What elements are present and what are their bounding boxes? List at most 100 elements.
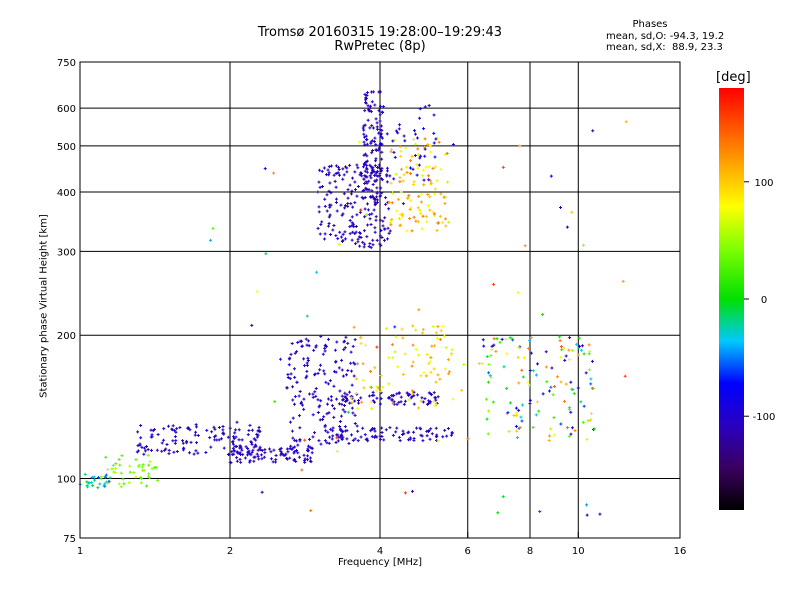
scatter-point	[422, 183, 426, 187]
scatter-point	[98, 482, 102, 486]
scatter-point	[443, 152, 447, 156]
scatter-point	[412, 137, 416, 141]
scatter-point	[306, 458, 310, 462]
scatter-point	[340, 213, 344, 217]
scatter-point	[167, 424, 171, 428]
scatter-point	[306, 454, 310, 458]
scatter-point	[308, 445, 312, 449]
scatter-point	[273, 400, 277, 404]
scatter-point	[289, 444, 293, 448]
scatter-point	[399, 400, 403, 404]
scatter-point	[419, 200, 423, 204]
scatter-point	[576, 353, 580, 357]
scatter-point	[373, 164, 377, 168]
scatter-point	[134, 458, 138, 462]
scatter-point	[326, 402, 330, 406]
scatter-point	[250, 442, 254, 446]
scatter-point	[350, 433, 354, 437]
scatter-point	[204, 450, 208, 454]
scatter-point	[360, 195, 364, 199]
scatter-point	[541, 392, 545, 396]
scatter-point	[504, 387, 508, 391]
scatter-point	[401, 214, 405, 218]
scatter-point	[380, 431, 384, 435]
scatter-point	[444, 217, 448, 221]
scatter-point	[139, 424, 143, 428]
scatter-point	[520, 419, 524, 423]
scatter-point	[485, 417, 489, 421]
scatter-point	[480, 362, 484, 366]
scatter-point	[162, 427, 166, 431]
scatter-point	[418, 107, 422, 111]
scatter-point	[318, 168, 322, 172]
scatter-point	[335, 209, 339, 213]
scatter-point	[233, 431, 237, 435]
scatter-point	[282, 453, 286, 457]
scatter-point	[370, 212, 374, 216]
y-tick-label: 200	[57, 331, 76, 342]
scatter-point	[439, 329, 443, 333]
scatter-point	[136, 430, 140, 434]
scatter-point	[361, 240, 365, 244]
scatter-point	[188, 428, 192, 432]
scatter-point	[85, 480, 89, 484]
scatter-point	[354, 391, 358, 395]
scatter-point	[104, 455, 108, 459]
scatter-point	[492, 337, 496, 341]
scatter-point	[189, 440, 193, 444]
scatter-point	[331, 426, 335, 430]
scatter-point	[320, 220, 324, 224]
scatter-point	[380, 178, 384, 182]
scatter-point	[289, 352, 293, 356]
scatter-point	[380, 166, 384, 170]
scatter-point	[418, 426, 422, 430]
scatter-point	[341, 167, 345, 171]
scatter-point	[420, 434, 424, 438]
colorbar-tick-label: 0	[761, 295, 767, 306]
scatter-point	[260, 457, 264, 461]
scatter-point	[520, 368, 524, 372]
scatter-point	[435, 433, 439, 437]
scatter-point	[415, 136, 419, 140]
scatter-point	[326, 337, 330, 341]
scatter-point	[237, 428, 241, 432]
scatter-point	[286, 373, 290, 377]
scatter-point	[106, 481, 110, 485]
scatter-point	[103, 482, 107, 486]
scatter-point	[402, 134, 406, 138]
scatter-point	[353, 170, 357, 174]
scatter-point	[363, 135, 367, 139]
scatter-point	[121, 477, 125, 481]
scatter-point	[398, 223, 402, 227]
scatter-point	[315, 270, 319, 274]
scatter-point	[373, 429, 377, 433]
scatter-point	[353, 362, 357, 366]
scatter-point	[418, 208, 422, 212]
scatter-point	[345, 399, 349, 403]
scatter-point	[432, 400, 436, 404]
scatter-point	[416, 166, 420, 170]
scatter-point	[395, 402, 399, 406]
scatter-point	[434, 331, 438, 335]
y-tick-label: 600	[57, 104, 76, 115]
scatter-point	[528, 369, 532, 373]
scatter-point	[257, 457, 261, 461]
scatter-point	[291, 385, 295, 389]
scatter-point	[422, 371, 426, 375]
scatter-point	[585, 437, 589, 441]
scatter-point	[365, 202, 369, 206]
scatter-point	[292, 367, 296, 371]
scatter-point	[329, 164, 333, 168]
scatter-point	[369, 246, 373, 250]
scatter-point	[549, 385, 553, 389]
scatter-point	[150, 433, 154, 437]
scatter-point	[427, 178, 431, 182]
scatter-point	[416, 206, 420, 210]
scatter-point	[373, 434, 377, 438]
scatter-point	[410, 364, 414, 368]
scatter-point	[388, 200, 392, 204]
scatter-point	[390, 201, 394, 205]
scatter-point	[388, 426, 392, 430]
scatter-point	[433, 155, 437, 159]
colorbar	[719, 88, 744, 510]
